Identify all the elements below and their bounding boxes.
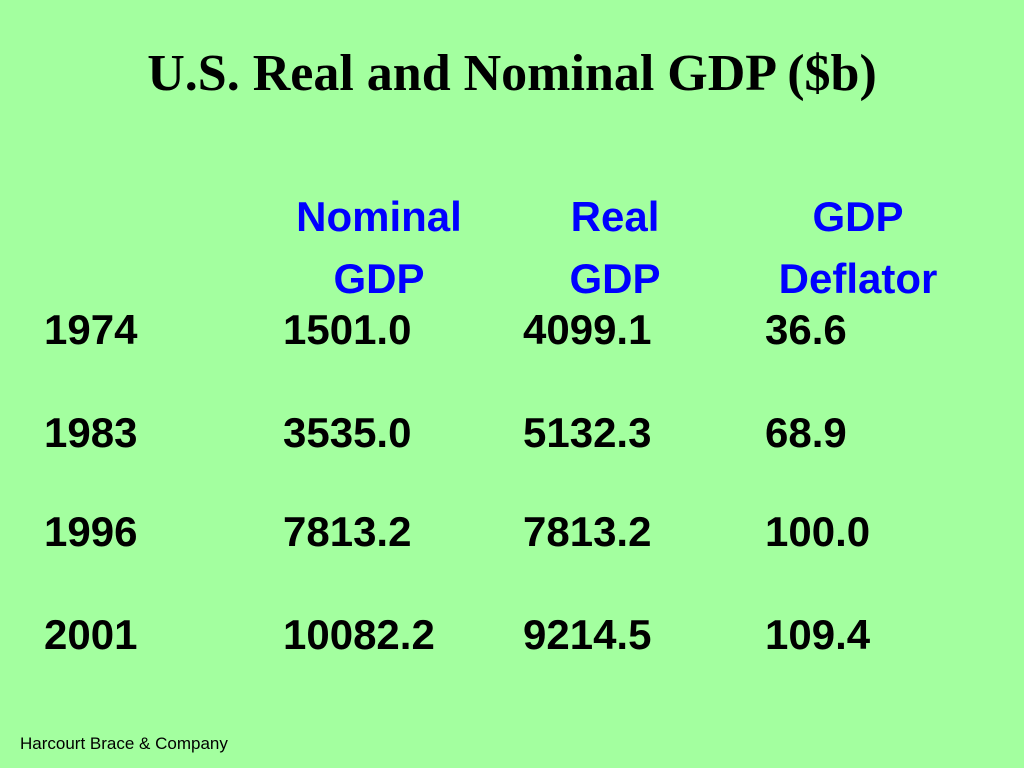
- nominal-gdp-cell: 7813.2: [283, 508, 412, 555]
- table-row: 2001 10082.2 9214.5 109.4: [0, 603, 1024, 667]
- column-header-line: GDP: [812, 193, 904, 240]
- gdp-deflator-cell: 68.9: [765, 409, 847, 456]
- year-cell: 1983: [44, 409, 138, 456]
- column-header-line: GDP: [569, 255, 661, 302]
- year-cell: 1974: [44, 306, 138, 353]
- real-gdp-cell: 5132.3: [523, 409, 652, 456]
- gdp-deflator-cell: 100.0: [765, 508, 871, 555]
- real-gdp-cell: 4099.1: [523, 306, 652, 353]
- column-header-line: Deflator: [778, 255, 938, 302]
- column-header-gdp-deflator: GDP Deflator: [762, 186, 954, 310]
- table-row: 1974 1501.0 4099.1 36.6: [0, 298, 1024, 362]
- real-gdp-cell: 9214.5: [523, 611, 652, 658]
- slide-title: U.S. Real and Nominal GDP ($b): [147, 45, 877, 102]
- footer-credit: Harcourt Brace & Company: [20, 734, 228, 753]
- real-gdp-cell: 7813.2: [523, 508, 652, 555]
- table-row: 1983 3535.0 5132.3 68.9: [0, 401, 1024, 465]
- nominal-gdp-cell: 1501.0: [283, 306, 412, 353]
- column-header-nominal-gdp: Nominal GDP: [280, 186, 478, 310]
- year-cell: 1996: [44, 508, 138, 555]
- year-cell: 2001: [44, 611, 138, 658]
- nominal-gdp-cell: 3535.0: [283, 409, 412, 456]
- gdp-deflator-cell: 109.4: [765, 611, 871, 658]
- nominal-gdp-cell: 10082.2: [283, 611, 435, 658]
- table-row: 1996 7813.2 7813.2 100.0: [0, 500, 1024, 564]
- gdp-deflator-cell: 36.6: [765, 306, 847, 353]
- column-header-real-gdp: Real GDP: [520, 186, 710, 310]
- column-header-line: GDP: [333, 255, 425, 302]
- column-header-line: Real: [570, 193, 660, 240]
- column-header-line: Nominal: [296, 193, 462, 240]
